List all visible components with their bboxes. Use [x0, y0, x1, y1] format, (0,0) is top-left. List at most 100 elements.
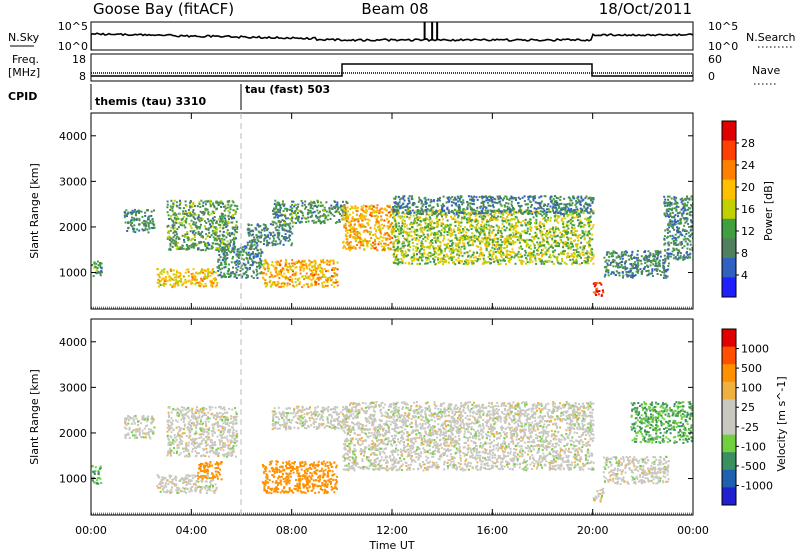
- power-ylabel: Slant Range [km]: [28, 163, 41, 259]
- velocity-colorbar-swatch-2: [722, 364, 736, 383]
- noise-right-tick-bottom: 10^0: [708, 40, 738, 53]
- freq-panel-frame: [90, 53, 694, 82]
- power-echo-region-11: [592, 282, 605, 297]
- power-colorbar-swatch-0: [722, 121, 736, 142]
- power-colorbar-label: Power [dB]: [762, 181, 775, 241]
- power-echo-region-3: [166, 199, 239, 252]
- velocity-colorbar-label: Velocity [m s^-1]: [775, 376, 788, 471]
- velocity-colorbar-swatch-8: [722, 469, 736, 488]
- freq-left-tick-bottom: 8: [79, 70, 86, 83]
- velocity-echo-region-8: [592, 487, 605, 503]
- velocity-colorbar-tick-7: 1000: [741, 343, 769, 356]
- power-colorbar-tick-0: 4: [741, 269, 748, 282]
- power-ytick-4000: 4000: [59, 130, 87, 143]
- power-echo-region-6: [246, 222, 294, 247]
- velocity-ytick-2000: 2000: [59, 427, 87, 440]
- power-echo-region-13: [663, 195, 693, 261]
- velocity-colorbar-tick-4: 25: [741, 401, 755, 414]
- velocity-echo-region-10: [630, 401, 693, 444]
- x-tick-6: 00:00: [677, 524, 709, 537]
- velocity-colorbar-swatch-5: [722, 417, 736, 436]
- noise-right-tick-top: 10^5: [708, 20, 738, 33]
- power-ytick-3000: 3000: [59, 175, 87, 188]
- power-colorbar-swatch-2: [722, 160, 736, 181]
- freq-left-tick-top: 18: [72, 53, 86, 66]
- x-tick-0: 00:00: [75, 524, 107, 537]
- power-echo-region-0: [91, 260, 103, 277]
- x-axis-label: Time UT: [368, 539, 414, 552]
- power-colorbar-swatch-8: [722, 277, 736, 298]
- velocity-echo-region-0: [91, 464, 103, 485]
- freq-label-line2: [MHz]: [8, 66, 40, 79]
- power-colorbar-swatch-6: [722, 238, 736, 259]
- velocity-colorbar-swatch-0: [722, 329, 736, 348]
- power-echo-region-8: [342, 204, 394, 252]
- x-tick-2: 08:00: [276, 524, 308, 537]
- velocity-colorbar-tick-3: -25: [741, 421, 759, 434]
- velocity-colorbar-swatch-6: [722, 434, 736, 453]
- power-echo-region-9: [392, 208, 595, 266]
- noise-left-tick-top: 10^5: [58, 20, 88, 33]
- power-echo-region-4: [216, 245, 264, 279]
- beam-title: Beam 08: [361, 0, 428, 18]
- power-colorbar-tick-1: 8: [741, 247, 748, 260]
- nave-right-tick-bottom: 0: [708, 70, 715, 83]
- velocity-echo-region-5: [261, 460, 339, 495]
- date-title: 18/Oct/2011: [599, 0, 692, 18]
- power-colorbar-tick-2: 12: [741, 225, 755, 238]
- power-colorbar-tick-3: 16: [741, 203, 755, 216]
- velocity-echo-region-6: [271, 405, 349, 431]
- freq-label-line1: Freq.: [12, 53, 39, 66]
- cpid-mode-1: themis (tau) 3310: [95, 95, 207, 108]
- velocity-echo-region-9: [602, 455, 670, 486]
- velocity-echo-region-2: [156, 474, 218, 495]
- velocity-colorbar-swatch-9: [722, 487, 736, 506]
- power-echo-region-10: [392, 195, 595, 216]
- cpid-mode-2: tau (fast) 503: [245, 83, 330, 96]
- velocity-ylabel: Slant Range [km]: [28, 369, 41, 465]
- power-echo-region-5: [261, 258, 339, 289]
- power-ytick-2000: 2000: [59, 221, 87, 234]
- velocity-colorbar-swatch-1: [722, 346, 736, 365]
- x-tick-5: 20:00: [577, 524, 609, 537]
- power-colorbar-tick-4: 20: [741, 181, 755, 194]
- noise-left-tick-bottom: 10^0: [58, 40, 88, 53]
- power-colorbar-swatch-7: [722, 257, 736, 278]
- velocity-ytick-1000: 1000: [59, 473, 87, 486]
- velocity-colorbar-swatch-7: [722, 452, 736, 471]
- noise-trace: [91, 32, 693, 43]
- nave-label: Nave: [752, 64, 780, 77]
- power-colorbar-swatch-1: [722, 140, 736, 161]
- x-tick-3: 12:00: [376, 524, 408, 537]
- velocity-colorbar-tick-2: -100: [741, 440, 766, 453]
- velocity-colorbar-tick-0: -1000: [741, 479, 773, 492]
- x-tick-1: 04:00: [175, 524, 207, 537]
- power-echo-region-1: [123, 208, 156, 234]
- noise-right-label: N.Search: [746, 31, 796, 44]
- velocity-colorbar-swatch-4: [722, 399, 736, 418]
- velocity-echo-region-1: [123, 414, 156, 440]
- velocity-echo-region-3: [196, 461, 223, 481]
- velocity-colorbar-tick-1: -500: [741, 460, 766, 473]
- power-ytick-1000: 1000: [59, 267, 87, 280]
- nave-trace: [91, 63, 693, 77]
- power-colorbar-tick-6: 28: [741, 137, 755, 150]
- power-echo-region-7: [271, 199, 349, 225]
- power-colorbar-swatch-5: [722, 218, 736, 239]
- power-colorbar-swatch-3: [722, 179, 736, 200]
- noise-left-label: N.Sky: [8, 31, 40, 44]
- power-colorbar-tick-5: 24: [741, 159, 755, 172]
- velocity-ytick-3000: 3000: [59, 381, 87, 394]
- cpid-label: CPID: [8, 90, 37, 103]
- x-tick-4: 16:00: [476, 524, 508, 537]
- velocity-colorbar-swatch-3: [722, 381, 736, 400]
- velocity-colorbar-tick-5: 100: [741, 382, 762, 395]
- velocity-echo-region-7: [341, 401, 595, 472]
- station-title: Goose Bay (fitACF): [93, 0, 234, 18]
- power-colorbar-swatch-4: [722, 199, 736, 220]
- power-echo-region-12: [603, 249, 670, 279]
- power-echo-region-2: [156, 268, 219, 289]
- nave-right-tick-top: 60: [708, 53, 722, 66]
- velocity-ytick-4000: 4000: [59, 336, 87, 349]
